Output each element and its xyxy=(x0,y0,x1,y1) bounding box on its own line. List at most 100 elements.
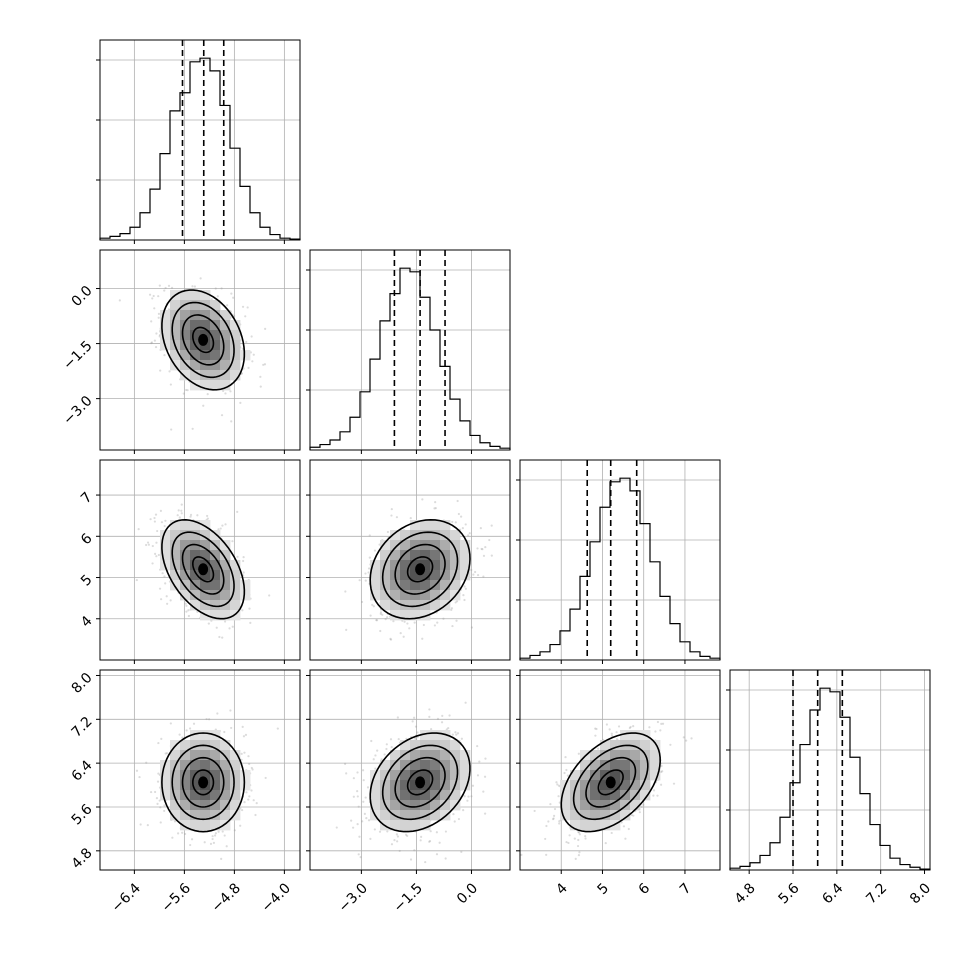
contour-1 xyxy=(181,543,225,595)
density-cell xyxy=(200,760,211,771)
density-cell xyxy=(190,350,201,361)
scatter-point xyxy=(203,841,206,844)
density-cell xyxy=(210,750,221,761)
contour-0 xyxy=(192,556,215,583)
panel-3-0: 4.85.66.47.28.0−6.4 −5.6 −4.8 −4.0 xyxy=(69,669,301,916)
density-cell xyxy=(160,780,171,791)
density-cell xyxy=(230,790,241,801)
density-cell xyxy=(450,560,461,571)
scatter-point xyxy=(640,805,643,808)
scatter-point xyxy=(462,809,465,812)
density-cell xyxy=(410,750,421,761)
density-cell xyxy=(580,820,591,831)
density-cell xyxy=(180,800,191,811)
density-cell xyxy=(630,760,641,771)
density-cell xyxy=(390,550,401,561)
density-cell xyxy=(630,800,641,811)
density-cell xyxy=(430,810,441,821)
scatter-point xyxy=(380,758,383,761)
density-cell xyxy=(420,790,431,801)
scatter-point xyxy=(367,571,370,574)
density-cell xyxy=(410,800,421,811)
scatter-point xyxy=(157,741,160,745)
density-cell xyxy=(190,790,201,801)
density-cell xyxy=(220,810,231,821)
y-tick-label: 5.6 xyxy=(69,801,96,828)
density-cell xyxy=(400,590,411,601)
scatter-point xyxy=(393,839,396,842)
scatter-point xyxy=(395,833,398,836)
density-cell xyxy=(610,800,621,811)
panel-frame xyxy=(519,459,721,661)
density-cell xyxy=(460,760,471,771)
x-tick-label: 4 xyxy=(553,880,571,898)
density-cell xyxy=(160,320,171,331)
density-cell xyxy=(390,530,401,541)
scatter-point xyxy=(233,314,236,318)
scatter-point xyxy=(574,857,577,860)
density-cell xyxy=(190,760,201,771)
x-tick-label: −5.6 xyxy=(159,880,194,915)
scatter-point xyxy=(461,527,464,530)
scatter-point xyxy=(153,790,157,794)
density-cell xyxy=(600,760,611,771)
histogram-step-2 xyxy=(519,477,721,660)
density-cell xyxy=(420,550,431,561)
scatter-point xyxy=(221,524,224,527)
density-cell xyxy=(210,810,221,821)
x-tick-label: 8.0 xyxy=(907,880,934,907)
density-cell xyxy=(170,770,181,781)
scatter-point xyxy=(154,513,158,516)
density-cell xyxy=(620,750,631,761)
scatter-point xyxy=(152,294,155,298)
scatter-point xyxy=(362,769,365,772)
density-cell xyxy=(390,610,401,621)
density-cell xyxy=(220,550,231,561)
scatter-point xyxy=(438,841,441,844)
scatter-point xyxy=(189,843,192,847)
density-cell xyxy=(230,370,241,381)
scatter-point xyxy=(379,629,382,633)
density-cell xyxy=(190,530,201,541)
scatter-point xyxy=(460,737,463,740)
scatter-point xyxy=(169,383,172,386)
scatter-point xyxy=(135,578,138,582)
scatter-point xyxy=(414,725,418,728)
density-cell xyxy=(400,610,411,621)
scatter-point xyxy=(466,799,469,802)
density-cell xyxy=(560,790,571,801)
density-cell xyxy=(170,810,181,821)
scatter-point xyxy=(357,853,360,856)
scatter-point xyxy=(364,579,367,582)
density-cell xyxy=(170,350,181,361)
scatter-point xyxy=(225,845,228,848)
density-cell xyxy=(460,570,471,581)
x-tick-label: 4.8 xyxy=(732,880,759,907)
scatter-point xyxy=(468,532,471,535)
scatter-point xyxy=(444,857,447,860)
scatter-point xyxy=(659,729,662,732)
density-peak xyxy=(415,776,426,789)
density-cell xyxy=(640,770,651,781)
density-cell xyxy=(190,300,201,311)
density-cell xyxy=(580,800,591,811)
scatter-point xyxy=(656,720,660,724)
scatter-point xyxy=(578,833,581,836)
scatter-point xyxy=(396,840,399,843)
scatter-point xyxy=(409,516,412,520)
panel-2-1 xyxy=(306,459,511,664)
scatter-point xyxy=(155,797,159,800)
scatter-point xyxy=(484,546,487,549)
scatter-point xyxy=(375,619,378,622)
scatter-point xyxy=(573,837,576,840)
scatter-point xyxy=(169,722,172,725)
scatter-point xyxy=(259,385,262,388)
density-cell xyxy=(200,380,211,391)
scatter-point xyxy=(241,609,244,612)
density-cell xyxy=(210,340,221,351)
density-cell xyxy=(170,320,181,331)
density-cell xyxy=(220,380,231,391)
density-cell xyxy=(430,770,441,781)
density-cell xyxy=(210,770,221,781)
